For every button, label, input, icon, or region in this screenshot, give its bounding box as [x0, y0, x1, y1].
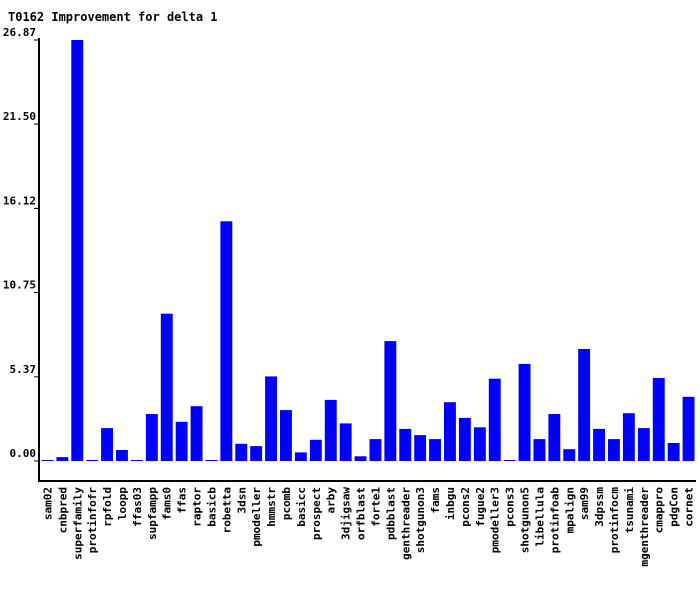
x-tick-label: fams	[429, 487, 442, 514]
x-tick-label: libellula	[534, 487, 547, 547]
x-tick-label: tsunami	[623, 487, 636, 534]
bar-prospect	[309, 439, 322, 461]
bar-fams0	[160, 313, 173, 461]
x-tick-label: mgenthreader	[638, 487, 651, 567]
x-tick-label: shotgunon3	[414, 487, 427, 553]
y-axis-ticks: 0.00 5.37 10.75 16.12 21.50 26.87	[3, 26, 39, 462]
x-tick-label: robetta	[220, 487, 233, 533]
y-tick-label: 0.00	[10, 447, 37, 460]
x-tick-label: mpalign	[563, 487, 576, 533]
x-tick-label: 3dsn	[235, 487, 248, 514]
x-tick-label: pmodeller	[250, 487, 263, 547]
bar-rpfold	[101, 428, 113, 461]
bar-forte1	[369, 439, 382, 461]
y-tick-label: 10.75	[3, 279, 36, 292]
bar-inbgu	[444, 402, 456, 461]
bar-genthreader	[399, 428, 412, 461]
bar-robetta	[220, 221, 233, 461]
y-tick-label: 26.87	[3, 26, 36, 39]
x-tick-labels: sam02 cnbpred superfamily protinfofr rpfold l…	[42, 487, 696, 567]
x-tick-label: 3djigsaw	[340, 487, 353, 540]
bar-cnbpred	[56, 457, 69, 461]
bar-pmodeller	[250, 446, 263, 461]
x-tick-label: ffas	[176, 487, 189, 514]
x-tick-label: cnbpred	[56, 487, 69, 533]
x-tick-label: pcons3	[504, 487, 517, 527]
bar-arby	[324, 399, 337, 461]
x-tick-label: sam02	[42, 487, 55, 520]
bar-fams	[429, 439, 441, 461]
bar-ffas03	[130, 460, 143, 461]
bar-mpalign	[563, 449, 576, 461]
x-tick-label: fams0	[161, 487, 174, 520]
y-tick-label: 16.12	[3, 194, 36, 207]
bar-protinfocm	[608, 439, 620, 461]
x-tick-label: pcons2	[459, 487, 472, 527]
bar-protinfofr	[86, 460, 99, 461]
x-tick-label: fugue2	[474, 487, 487, 527]
x-tick-label: pdgCon	[668, 487, 681, 527]
chart-title: T0162 Improvement for delta 1	[8, 10, 218, 24]
x-tick-label: supfampp	[146, 487, 159, 540]
bar-loopp	[116, 450, 128, 461]
bar-ffas	[175, 421, 188, 461]
bar-fugue2	[473, 427, 486, 461]
bar-cmappro	[652, 378, 665, 461]
x-tick-label: cornet	[683, 487, 696, 527]
x-tick-label: superfamily	[71, 487, 84, 560]
x-tick-label: loopp	[116, 487, 129, 520]
bar-superfamily	[71, 40, 84, 461]
x-tick-label: prospect	[310, 487, 323, 540]
x-tick-label: hmmstr	[265, 487, 278, 527]
bar-basicb	[205, 460, 218, 461]
bar-pmodeller3	[488, 378, 501, 461]
bar-mgenthreader	[637, 428, 650, 461]
x-tick-label: basicb	[206, 487, 219, 527]
x-tick-label: rpfold	[101, 487, 114, 527]
x-tick-label: arby	[325, 487, 338, 514]
bar-3dpssm	[593, 428, 605, 461]
bar-sam99	[578, 349, 591, 461]
bar-orfblast	[354, 456, 367, 461]
x-tick-label: orfblast	[355, 487, 368, 540]
bar-3dsn	[235, 443, 248, 461]
bar-pcomb	[280, 410, 292, 461]
x-tick-label: pcomb	[280, 487, 293, 520]
x-tick-label: genthreader	[399, 487, 412, 560]
bar-pcons2	[458, 417, 471, 461]
y-tick-label: 5.37	[10, 363, 37, 376]
bar-hmmstr	[265, 376, 277, 461]
bar-sam02	[41, 460, 54, 461]
bar-pdbblast	[384, 341, 397, 461]
x-tick-label: sam99	[578, 487, 591, 520]
bar-basicc	[294, 452, 307, 461]
x-tick-label: inbgu	[444, 487, 457, 520]
bar-raptor	[190, 406, 203, 461]
x-tick-label: protinfofr	[86, 487, 99, 554]
x-tick-label: basicc	[295, 487, 308, 527]
bar-protinfoab	[548, 414, 561, 461]
bar-shotgunon5	[518, 363, 531, 461]
bar-pdgCon	[667, 443, 680, 461]
bar-tsunami	[622, 413, 635, 461]
x-tick-label: protinfocm	[608, 487, 621, 554]
x-tick-label: shotgunon5	[519, 487, 532, 553]
x-tick-label: cmappro	[653, 487, 666, 534]
bar-supfampp	[145, 414, 158, 461]
x-tick-label: ffas03	[131, 487, 144, 527]
bar-shotgunon3	[414, 435, 427, 461]
bars	[41, 40, 695, 461]
x-tick-label: protinfoab	[548, 487, 561, 554]
x-tick-label: 3dpssm	[593, 487, 606, 527]
y-tick-label: 21.50	[3, 110, 36, 123]
bar-libellula	[533, 439, 546, 461]
x-tick-label: pdbblast	[384, 487, 397, 540]
bar-pcons3	[503, 460, 516, 461]
x-tick-label: forte1	[370, 487, 383, 527]
bar-cornet	[682, 396, 695, 461]
x-tick-label: raptor	[191, 487, 204, 527]
x-tick-label: pmodeller3	[489, 487, 502, 553]
bar-3djigsaw	[339, 423, 352, 461]
